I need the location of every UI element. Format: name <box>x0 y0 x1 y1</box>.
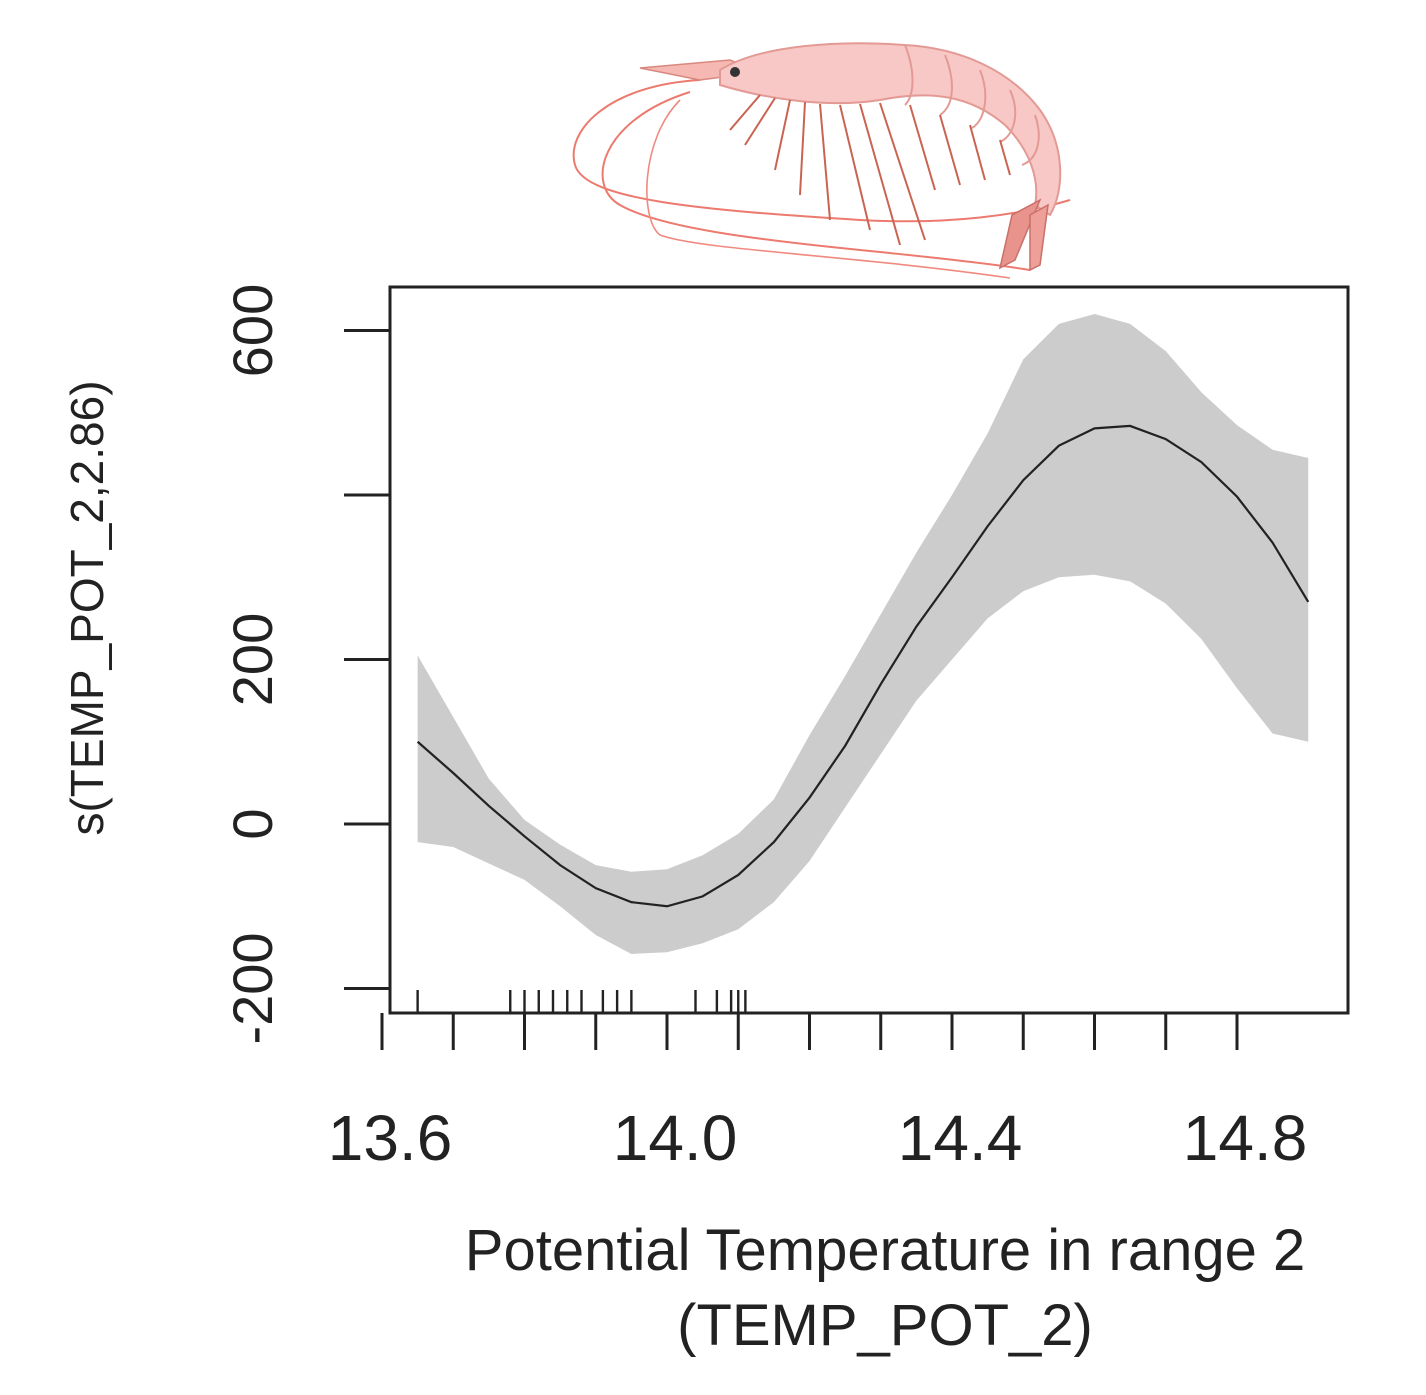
x-axis-title-line-2: (TEMP_POT_2) <box>677 1293 1093 1358</box>
x-tick-label: 13.6 <box>328 1102 453 1174</box>
x-tick-label: 14.8 <box>1183 1102 1308 1174</box>
y-tick-label: 600 <box>221 284 284 377</box>
y-tick-label: -200 <box>221 932 284 1044</box>
y-tick-label: 0 <box>221 808 284 839</box>
y-tick-label: 200 <box>221 613 284 706</box>
confidence-band <box>417 314 1309 954</box>
smooth-line <box>416 424 1310 908</box>
plot-frame <box>388 285 1350 1015</box>
x-axis-title-line-1: Potential Temperature in range 2 <box>465 1218 1305 1283</box>
shrimp-icon <box>572 42 1071 279</box>
x-tick-label: 14.0 <box>613 1102 738 1174</box>
x-tick-label: 14.4 <box>898 1102 1023 1174</box>
y-axis-title: s(TEMP_POT_2,2.86) <box>61 380 113 835</box>
